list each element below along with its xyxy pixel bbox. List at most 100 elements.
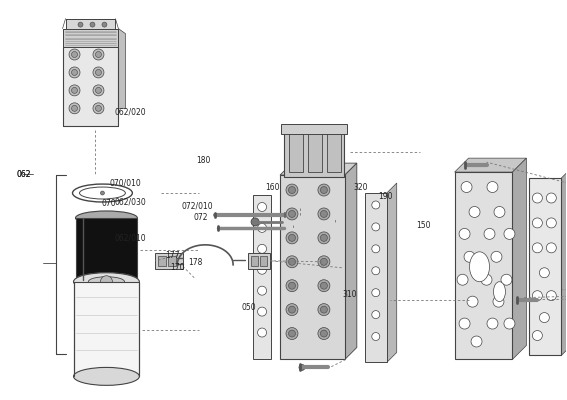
Circle shape — [372, 311, 380, 318]
Circle shape — [471, 336, 482, 347]
Circle shape — [501, 274, 512, 285]
Circle shape — [93, 49, 104, 60]
Text: 062/030: 062/030 — [115, 198, 147, 206]
Circle shape — [71, 87, 78, 93]
Bar — [75, 218, 137, 280]
Text: 180: 180 — [196, 156, 210, 166]
Circle shape — [461, 182, 472, 192]
Circle shape — [69, 103, 80, 114]
Circle shape — [372, 332, 380, 340]
Ellipse shape — [493, 282, 505, 302]
Circle shape — [69, 67, 80, 78]
Text: 160: 160 — [265, 183, 280, 192]
Circle shape — [95, 70, 101, 76]
Bar — [168, 256, 176, 266]
Ellipse shape — [79, 187, 125, 199]
Circle shape — [289, 234, 295, 241]
Circle shape — [504, 318, 515, 329]
Bar — [155, 253, 183, 269]
Circle shape — [318, 184, 330, 196]
Circle shape — [459, 228, 470, 239]
Text: 150: 150 — [416, 222, 431, 230]
Polygon shape — [561, 168, 567, 356]
Circle shape — [71, 52, 78, 58]
Circle shape — [493, 296, 504, 307]
Circle shape — [286, 256, 298, 268]
Circle shape — [78, 22, 83, 27]
Circle shape — [547, 193, 556, 203]
Circle shape — [459, 318, 470, 329]
Polygon shape — [455, 158, 526, 172]
Circle shape — [286, 328, 298, 340]
Circle shape — [102, 22, 107, 27]
Circle shape — [286, 184, 298, 196]
Circle shape — [532, 193, 543, 203]
Circle shape — [71, 70, 78, 76]
Circle shape — [318, 280, 330, 292]
Circle shape — [372, 267, 380, 275]
Ellipse shape — [88, 277, 125, 287]
Circle shape — [69, 85, 80, 96]
Polygon shape — [280, 163, 357, 175]
Ellipse shape — [308, 129, 322, 136]
Circle shape — [539, 313, 549, 322]
Bar — [66, 19, 116, 30]
Circle shape — [90, 22, 95, 27]
Circle shape — [257, 244, 266, 253]
Text: 072/010: 072/010 — [181, 202, 213, 211]
Circle shape — [286, 232, 298, 244]
Circle shape — [487, 318, 498, 329]
Bar — [248, 253, 270, 269]
Bar — [74, 282, 139, 376]
Text: 320: 320 — [354, 183, 368, 192]
Circle shape — [100, 276, 112, 288]
Ellipse shape — [327, 129, 341, 136]
Circle shape — [251, 218, 259, 226]
Bar — [62, 46, 119, 126]
Text: 177: 177 — [166, 251, 180, 260]
Circle shape — [320, 282, 327, 289]
Ellipse shape — [75, 211, 137, 225]
Circle shape — [257, 202, 266, 212]
Circle shape — [372, 201, 380, 209]
Ellipse shape — [469, 252, 489, 282]
Text: 190: 190 — [379, 192, 393, 200]
Circle shape — [318, 304, 330, 316]
Circle shape — [93, 85, 104, 96]
Text: 178: 178 — [188, 258, 203, 268]
Bar — [530, 178, 561, 356]
Ellipse shape — [75, 273, 137, 287]
Circle shape — [532, 291, 543, 301]
Bar — [365, 193, 387, 362]
Text: 062: 062 — [16, 170, 31, 178]
Ellipse shape — [73, 184, 132, 202]
Circle shape — [320, 186, 327, 194]
Text: 062/010: 062/010 — [115, 233, 147, 242]
Ellipse shape — [74, 273, 139, 291]
Polygon shape — [345, 163, 357, 360]
Bar — [280, 175, 345, 360]
Bar — [158, 256, 166, 266]
Circle shape — [95, 87, 101, 93]
Circle shape — [69, 49, 80, 60]
Circle shape — [320, 306, 327, 313]
Bar — [308, 132, 322, 172]
Text: 050: 050 — [241, 303, 256, 312]
Circle shape — [286, 304, 298, 316]
Text: 070: 070 — [101, 199, 116, 208]
Circle shape — [257, 307, 266, 316]
Circle shape — [289, 282, 295, 289]
Circle shape — [372, 245, 380, 253]
Bar — [289, 132, 303, 172]
Circle shape — [372, 289, 380, 297]
Circle shape — [464, 251, 475, 262]
Text: 170: 170 — [170, 263, 185, 272]
Circle shape — [532, 330, 543, 340]
Circle shape — [372, 223, 380, 231]
Circle shape — [318, 328, 330, 340]
Ellipse shape — [289, 129, 303, 136]
Bar — [253, 195, 271, 360]
Circle shape — [532, 243, 543, 253]
Circle shape — [484, 228, 495, 239]
Text: 072: 072 — [193, 214, 208, 222]
